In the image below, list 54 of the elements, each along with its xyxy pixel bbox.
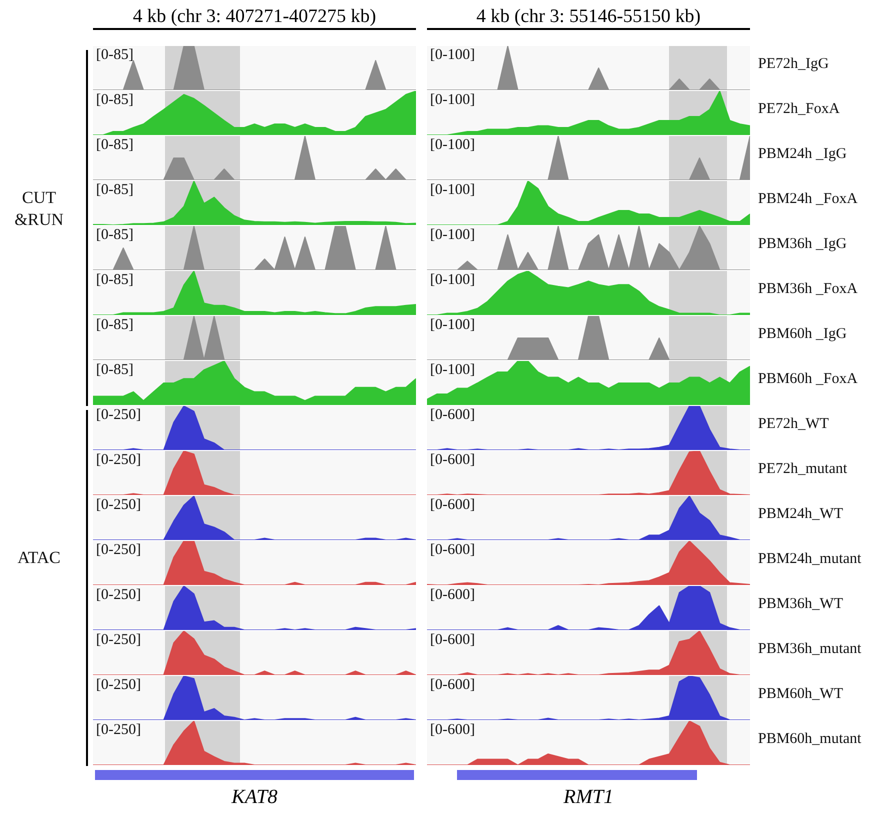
annotation: [0-100] xyxy=(430,182,475,199)
text: PBM36h_mutant xyxy=(758,641,862,658)
annotation: [0-600] xyxy=(430,632,475,649)
annotation: [0-250] xyxy=(96,452,141,469)
annotation: [0-250] xyxy=(96,542,141,559)
annotation: [0-85] xyxy=(96,137,134,154)
annotation: [0-600] xyxy=(430,677,475,694)
text: ATAC xyxy=(16,547,62,569)
annotation: [0-85] xyxy=(96,317,134,334)
chart-title: 4 kb (chr 3: 407271-407275 kb) xyxy=(93,6,416,30)
x-axis-title: RMT1 xyxy=(562,786,614,809)
annotation: [0-85] xyxy=(96,92,134,109)
annotation: [0-600] xyxy=(430,407,475,424)
annotation: [0-600] xyxy=(430,587,475,604)
annotation: [0-250] xyxy=(96,722,141,739)
annotation: [0-85] xyxy=(96,272,134,289)
text: PBM60h _FoxA xyxy=(758,371,858,388)
text: PBM24h_WT xyxy=(758,506,844,523)
text: PBM24h _IgG xyxy=(758,146,847,163)
text: PBM60h _IgG xyxy=(758,326,847,343)
annotation: [0-600] xyxy=(430,452,475,469)
annotation: [0-85] xyxy=(96,182,134,199)
text: PBM24h _FoxA xyxy=(758,191,858,208)
annotation: [0-100] xyxy=(430,272,475,289)
text: PBM36h_WT xyxy=(758,596,844,613)
annotation: [0-600] xyxy=(430,722,475,739)
text: PE72h_FoxA xyxy=(758,101,840,118)
annotation: [0-100] xyxy=(430,227,475,244)
annotation: [0-250] xyxy=(96,632,141,649)
annotation: [0-100] xyxy=(430,92,475,109)
text: CUT &RUN xyxy=(13,187,65,231)
annotation: [0-85] xyxy=(96,47,134,64)
annotation: [0-100] xyxy=(430,317,475,334)
annotation: [0-100] xyxy=(430,47,475,64)
annotation: [0-250] xyxy=(96,497,141,514)
annotation: [0-600] xyxy=(430,542,475,559)
text: PE72h_WT xyxy=(758,416,829,433)
annotation: [0-600] xyxy=(430,497,475,514)
text: PE72h_IgG xyxy=(758,56,829,73)
annotation: [0-250] xyxy=(96,587,141,604)
annotation: [0-85] xyxy=(96,227,134,244)
annotation: [0-250] xyxy=(96,407,141,424)
text: PBM60h_WT xyxy=(758,686,844,703)
text: PBM36h _FoxA xyxy=(758,281,858,298)
annotation: [0-85] xyxy=(96,362,134,379)
text: PBM36h _IgG xyxy=(758,236,847,253)
annotation: [0-100] xyxy=(430,137,475,154)
text: PBM60h_mutant xyxy=(758,731,862,748)
x-axis-title: KAT8 xyxy=(230,786,278,809)
text: PBM24h_mutant xyxy=(758,551,862,568)
annotation: [0-250] xyxy=(96,677,141,694)
text: PE72h_mutant xyxy=(758,461,848,478)
annotation: [0-100] xyxy=(430,362,475,379)
chart-title: 4 kb (chr 3: 55146-55150 kb) xyxy=(427,6,750,30)
